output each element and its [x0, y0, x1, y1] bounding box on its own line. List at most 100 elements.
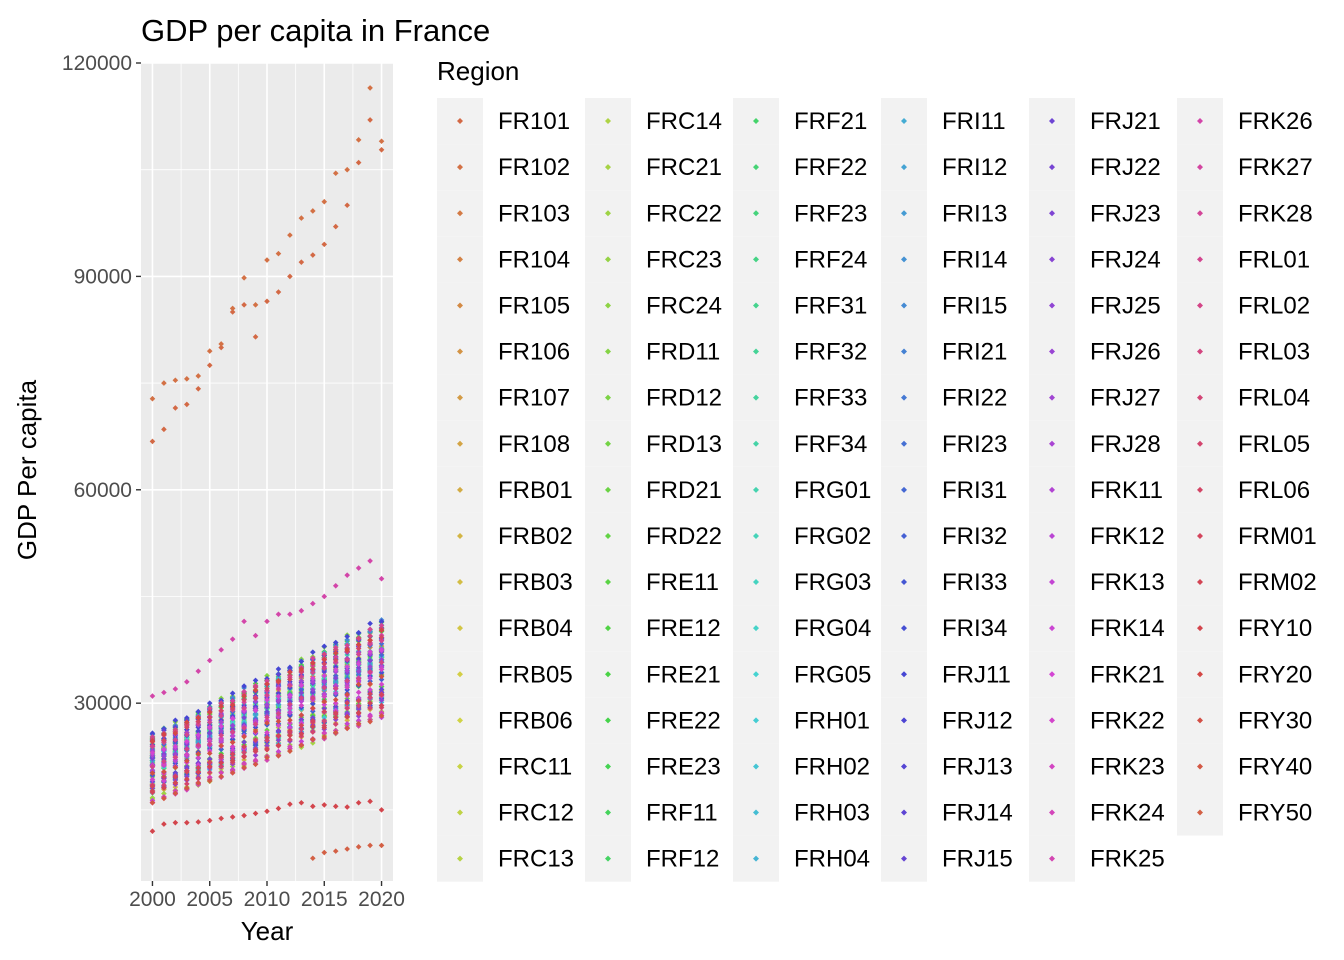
legend-label: FRB04 [498, 615, 573, 642]
legend-key [1049, 394, 1055, 401]
data-point [229, 728, 236, 735]
legend-key [901, 440, 907, 447]
data-point [241, 757, 247, 763]
data-point [378, 659, 385, 666]
legend-label: FRK12 [1090, 523, 1165, 550]
data-point [172, 754, 179, 761]
data-point [229, 739, 236, 746]
data-point [195, 762, 202, 768]
data-point [241, 302, 247, 308]
data-point [184, 776, 190, 782]
data-point [275, 701, 282, 708]
data-point [149, 794, 156, 801]
data-point [321, 678, 328, 685]
legend-label: FR105 [498, 292, 570, 319]
legend-key [1197, 118, 1203, 125]
data-point [321, 724, 328, 731]
data-point [287, 692, 293, 699]
legend-label: FRC11 [498, 753, 572, 780]
data-point [332, 714, 339, 721]
data-point [172, 758, 179, 764]
data-point [378, 681, 385, 688]
legend-label: FRJ21 [1090, 108, 1161, 135]
data-point [184, 764, 190, 770]
data-point [218, 341, 224, 347]
x-tick-label: 2005 [186, 888, 233, 911]
data-point [378, 652, 385, 658]
y-axis-title: GDP Per capita [12, 379, 42, 560]
data-point [206, 756, 213, 762]
data-point [287, 801, 293, 807]
legend-key [605, 302, 611, 309]
data-point [367, 705, 373, 711]
data-point [298, 259, 305, 265]
legend-label: FRK23 [1090, 753, 1165, 780]
legend-label: FRL06 [1238, 477, 1310, 504]
legend-label: FRD21 [646, 477, 722, 504]
legend-label: FRJ24 [1090, 246, 1161, 273]
data-point [287, 736, 293, 743]
data-point [367, 558, 373, 564]
legend-label: FRH03 [794, 800, 870, 827]
legend-key [1049, 625, 1055, 632]
legend-label: FRF21 [794, 108, 867, 135]
data-point [287, 724, 293, 731]
data-point [275, 718, 282, 725]
data-point [344, 713, 350, 720]
data-point [161, 821, 167, 827]
data-point [229, 751, 236, 757]
legend-label: FRJ11 [942, 661, 1011, 688]
data-point [332, 583, 339, 589]
legend-label: FR101 [498, 108, 570, 135]
legend-label: FRK11 [1090, 477, 1163, 504]
legend-key [1197, 671, 1203, 678]
legend-label: FR107 [498, 385, 570, 412]
data-point [161, 778, 167, 784]
data-point [241, 812, 247, 819]
data-point [161, 753, 167, 760]
legend-label: FRF22 [794, 154, 867, 181]
data-point [321, 643, 328, 650]
data-point [241, 725, 247, 731]
legend-label: FRY10 [1238, 615, 1312, 642]
data-point [252, 761, 259, 768]
data-point [149, 750, 156, 756]
data-point [172, 727, 179, 733]
data-point [264, 709, 270, 715]
data-point [161, 785, 167, 791]
legend-key [457, 440, 463, 447]
legend-label: FRD13 [646, 431, 722, 458]
data-point [149, 438, 156, 445]
data-point [367, 718, 373, 725]
legend-key [901, 532, 907, 539]
legend-label: FRF12 [646, 846, 719, 873]
data-point [218, 707, 224, 714]
legend-label: FRY20 [1238, 661, 1312, 688]
data-point [298, 731, 305, 737]
data-point [184, 724, 190, 731]
data-point [332, 678, 339, 685]
legend-key [753, 579, 759, 586]
data-point [310, 803, 316, 810]
data-point [355, 629, 362, 636]
data-point [229, 736, 236, 742]
data-point [355, 689, 362, 696]
data-point [229, 770, 236, 776]
data-point [378, 647, 385, 653]
data-point [264, 257, 270, 263]
data-point [184, 719, 190, 725]
legend-label: FRI14 [942, 246, 1007, 273]
data-point [344, 656, 350, 663]
data-point [310, 700, 316, 707]
legend-label: FRL05 [1238, 431, 1310, 458]
data-point [298, 607, 305, 614]
data-point [149, 743, 156, 749]
data-point [310, 855, 316, 862]
data-point [310, 678, 316, 685]
legend-key [1049, 440, 1055, 447]
data-point [218, 728, 224, 734]
data-point [218, 739, 224, 745]
data-point [241, 693, 247, 699]
legend-label: FR104 [498, 246, 570, 273]
x-tick-label: 2015 [301, 888, 348, 911]
